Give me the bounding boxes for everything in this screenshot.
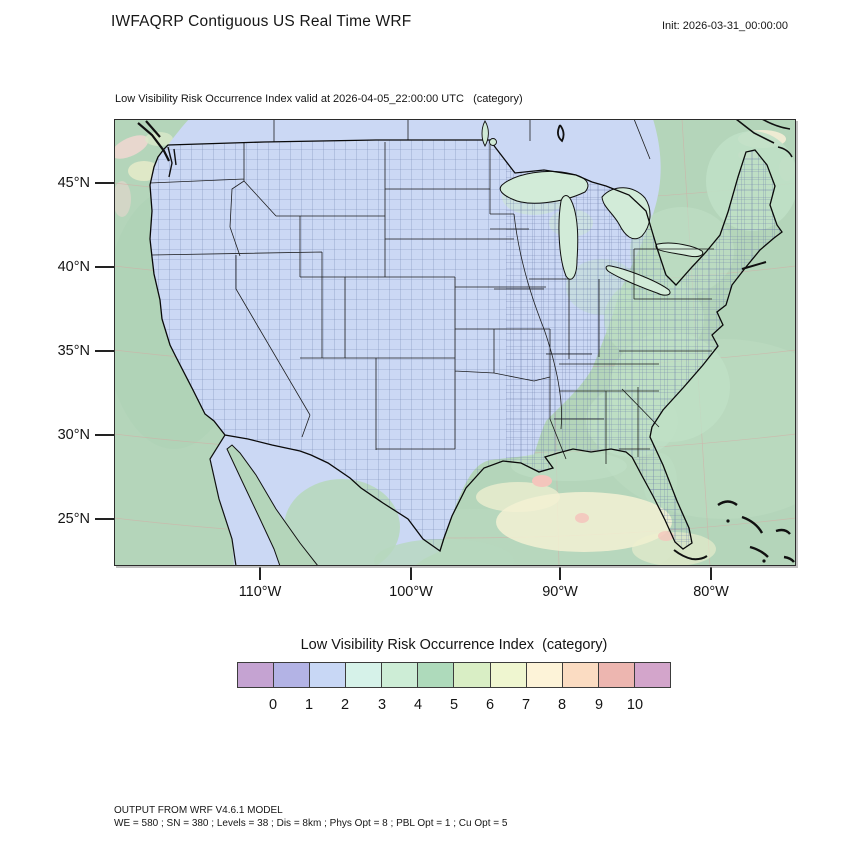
colorbar-tick-label: 1 <box>304 697 314 713</box>
lat-label-45n: 45°N <box>57 175 90 191</box>
colorbar-tick-label: 3 <box>377 697 387 713</box>
florida-keys <box>673 549 708 561</box>
puget-sound <box>167 146 177 178</box>
long-island <box>741 261 767 270</box>
lat-label-35n: 35°N <box>57 343 90 359</box>
colorbar-tick-label: 4 <box>413 697 423 713</box>
state-borders <box>149 119 714 464</box>
st-lawrence-coast <box>735 119 793 158</box>
lake-winnipeg <box>481 120 489 147</box>
colorbar-cell <box>417 662 455 688</box>
lake-huron <box>601 187 651 240</box>
lat-tick-mark <box>95 182 114 184</box>
footer-model-info: OUTPUT FROM WRF V4.6.1 MODEL WE = 580 ; … <box>114 804 507 830</box>
footer-line-2: WE = 580 ; SN = 380 ; Levels = 38 ; Dis … <box>114 818 508 829</box>
lat-tick-mark <box>95 518 114 520</box>
colorbar-cell <box>237 662 275 688</box>
map-border <box>114 119 796 566</box>
colorbar-cell <box>633 662 671 688</box>
colorbar-tick-label: 6 <box>485 697 495 713</box>
colorbar-cell <box>561 662 599 688</box>
colorbar-cell <box>489 662 527 688</box>
colorbar-tick-label: 2 <box>340 697 350 713</box>
lake-michigan <box>558 195 579 280</box>
colorbar-cell <box>453 662 491 688</box>
colorbar-cell <box>309 662 347 688</box>
lon-label-90w: 90°W <box>542 584 578 600</box>
bahamas <box>717 500 795 563</box>
coastal-islands <box>137 119 795 563</box>
page-title: IWFAQRP Contiguous US Real Time WRF <box>111 13 412 30</box>
colorbar-cell <box>273 662 311 688</box>
lat-tick-mark <box>95 350 114 352</box>
lon-label-100w: 100°W <box>389 584 433 600</box>
colorbar-tick-label: 5 <box>449 697 459 713</box>
footer-line-1: OUTPUT FROM WRF V4.6.1 MODEL <box>114 805 283 816</box>
colorbar-cell <box>345 662 383 688</box>
colorbar-tick-label: 9 <box>594 697 604 713</box>
colorbar-tick-label: 7 <box>521 697 531 713</box>
colorbar-cell <box>597 662 635 688</box>
lon-tick-mark <box>259 567 261 580</box>
colorbar-tick-label: 0 <box>268 697 278 713</box>
lat-label-40n: 40°N <box>57 259 90 275</box>
lat-label-30n: 30°N <box>57 427 90 443</box>
lon-tick-mark <box>559 567 561 580</box>
colorbar <box>237 662 671 688</box>
colorbar-title: Low Visibility Risk Occurrence Index (ca… <box>300 637 608 653</box>
map-frame <box>114 119 796 566</box>
lat-tick-mark <box>95 434 114 436</box>
great-lakes <box>499 171 704 296</box>
lon-tick-mark <box>710 567 712 580</box>
lake-ontario <box>655 242 704 258</box>
vancouver-island <box>137 120 170 162</box>
map-subtitle: Low Visibility Risk Occurrence Index val… <box>115 93 523 105</box>
lat-tick-mark <box>95 266 114 268</box>
lake-erie <box>605 265 671 296</box>
colorbar-tick-label: 10 <box>626 697 644 713</box>
lon-tick-mark <box>410 567 412 580</box>
lon-label-110w: 110°W <box>238 584 282 600</box>
lon-label-80w: 80°W <box>693 584 729 600</box>
colorbar-cell <box>381 662 419 688</box>
us-map-graphic <box>114 119 796 566</box>
lat-label-25n: 25°N <box>57 511 90 527</box>
us-border-outline <box>149 139 783 553</box>
lake-of-the-woods <box>489 138 497 146</box>
mexico-coastlines <box>209 434 319 566</box>
high-category-patches <box>476 475 716 566</box>
init-timestamp: Init: 2026-03-31_00:00:00 <box>662 20 788 32</box>
colorbar-cell <box>525 662 563 688</box>
lake-nipigon <box>557 124 565 143</box>
colorbar-tick-label: 8 <box>557 697 567 713</box>
